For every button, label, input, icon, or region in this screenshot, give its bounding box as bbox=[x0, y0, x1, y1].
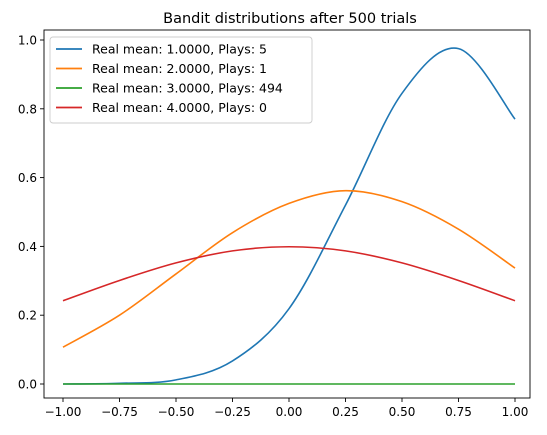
legend: Real mean: 1.0000, Plays: 5 Real mean: 2.… bbox=[49, 36, 313, 124]
y-axis: 0.0 0.2 0.4 0.6 0.8 1.0 bbox=[18, 34, 44, 392]
x-tick-label: −0.25 bbox=[214, 405, 251, 419]
x-tick-label: −0.50 bbox=[158, 405, 195, 419]
series-line-1 bbox=[62, 47, 516, 385]
series-line-2 bbox=[62, 189, 516, 348]
x-tick-label: 0.00 bbox=[276, 405, 303, 419]
x-tick-label: 0.50 bbox=[389, 405, 416, 419]
plot-area bbox=[43, 29, 531, 399]
legend-label-2: Real mean: 2.0000, Plays: 1 bbox=[92, 61, 267, 76]
x-axis: −1.00 −0.75 −0.50 −0.25 0.00 0.25 0.50 0.75 1.00 bbox=[45, 398, 529, 419]
x-tick-label: 0.25 bbox=[332, 405, 359, 419]
y-tick-label: 0.6 bbox=[18, 171, 37, 185]
x-tick-label: −1.00 bbox=[45, 405, 82, 419]
legend-label-4: Real mean: 4.0000, Plays: 0 bbox=[92, 100, 267, 115]
y-tick-label: 0.4 bbox=[18, 240, 37, 254]
x-tick-label: −0.75 bbox=[101, 405, 138, 419]
legend-label-3: Real mean: 3.0000, Plays: 494 bbox=[92, 81, 283, 96]
chart-title: Bandit distributions after 500 trials bbox=[163, 11, 417, 27]
series-line-4 bbox=[62, 245, 516, 302]
legend-box bbox=[49, 36, 313, 124]
y-tick-label: 0.0 bbox=[18, 378, 37, 392]
y-tick-label: 0.8 bbox=[18, 102, 37, 116]
axes-frame bbox=[43, 29, 531, 399]
x-tick-label: 1.00 bbox=[502, 405, 529, 419]
y-tick-label: 0.2 bbox=[18, 309, 37, 323]
x-tick-label: 0.75 bbox=[445, 405, 472, 419]
legend-label-1: Real mean: 1.0000, Plays: 5 bbox=[92, 42, 267, 57]
y-tick-label: 1.0 bbox=[18, 34, 37, 48]
